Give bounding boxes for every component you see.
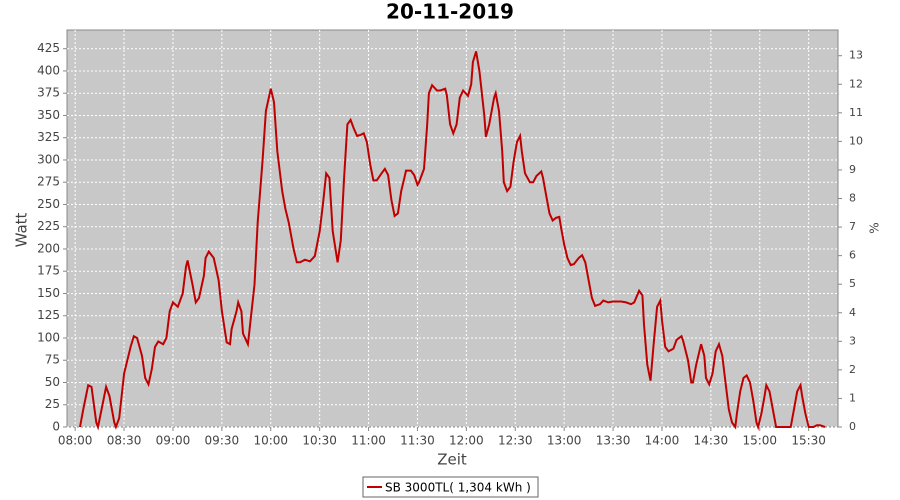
- y-tick-label: 200: [37, 241, 60, 255]
- x-tick-label: 13:30: [596, 434, 631, 448]
- y-tick-label: 400: [37, 63, 60, 77]
- y-tick-label: 50: [45, 375, 60, 389]
- x-tick-label: 15:30: [791, 434, 826, 448]
- x-axis-label: Zeit: [437, 451, 467, 469]
- y2-tick-label: 10: [849, 134, 863, 147]
- legend-label: SB 3000TL( 1,304 kWh ): [385, 481, 531, 495]
- y-axis-label: Watt: [13, 212, 31, 247]
- y-tick-label: 350: [37, 108, 60, 122]
- x-tick-label: 09:00: [156, 434, 191, 448]
- y-tick-label: 0: [52, 420, 60, 434]
- y2-tick-label: 4: [849, 306, 856, 319]
- y2-tick-label: 5: [849, 277, 856, 290]
- x-tick-label: 12:30: [498, 434, 533, 448]
- y2-tick-label: 2: [849, 363, 856, 376]
- x-tick-label: 10:30: [302, 434, 337, 448]
- y-tick-label: 250: [37, 197, 60, 211]
- y2-tick-label: 8: [849, 192, 856, 205]
- y2-tick-label: 0: [849, 420, 856, 433]
- x-tick-label: 11:00: [351, 434, 386, 448]
- x-tick-label: 12:00: [449, 434, 484, 448]
- y-tick-label: 125: [37, 308, 60, 322]
- x-tick-label: 15:00: [742, 434, 777, 448]
- y-tick-label: 375: [37, 86, 60, 100]
- y2-tick-label: 9: [849, 163, 856, 176]
- x-tick-label: 13:00: [547, 434, 582, 448]
- y-tick-label: 225: [37, 219, 60, 233]
- x-tick-label: 09:30: [205, 434, 240, 448]
- y2-tick-label: 13: [849, 49, 863, 62]
- x-tick-label: 14:30: [694, 434, 729, 448]
- legend: [362, 476, 539, 498]
- y-tick-label: 75: [45, 353, 60, 367]
- y-tick-label: 425: [37, 41, 60, 55]
- y2-tick-label: 11: [849, 106, 863, 119]
- series-line: [79, 51, 826, 431]
- y-tick-label: 325: [37, 130, 60, 144]
- y-tick-label: 25: [45, 397, 60, 411]
- x-tick-label: 10:00: [253, 434, 288, 448]
- plot-area: [66, 29, 839, 428]
- y2-tick-label: 7: [849, 220, 856, 233]
- y2-tick-label: 3: [849, 334, 856, 347]
- y-tick-label: 150: [37, 286, 60, 300]
- y-tick-label: 100: [37, 330, 60, 344]
- y-tick-label: 300: [37, 152, 60, 166]
- x-tick-label: 14:00: [645, 434, 680, 448]
- x-tick-label: 08:00: [58, 434, 93, 448]
- y2-tick-label: 6: [849, 249, 856, 262]
- x-tick-label: 11:30: [400, 434, 435, 448]
- y2-axis-label: %: [868, 222, 882, 233]
- y2-tick-label: 1: [849, 391, 856, 404]
- y-tick-label: 275: [37, 175, 60, 189]
- y-tick-label: 175: [37, 264, 60, 278]
- x-tick-label: 08:30: [107, 434, 142, 448]
- y2-tick-label: 12: [849, 77, 863, 90]
- chart-title: 20-11-2019: [386, 0, 514, 24]
